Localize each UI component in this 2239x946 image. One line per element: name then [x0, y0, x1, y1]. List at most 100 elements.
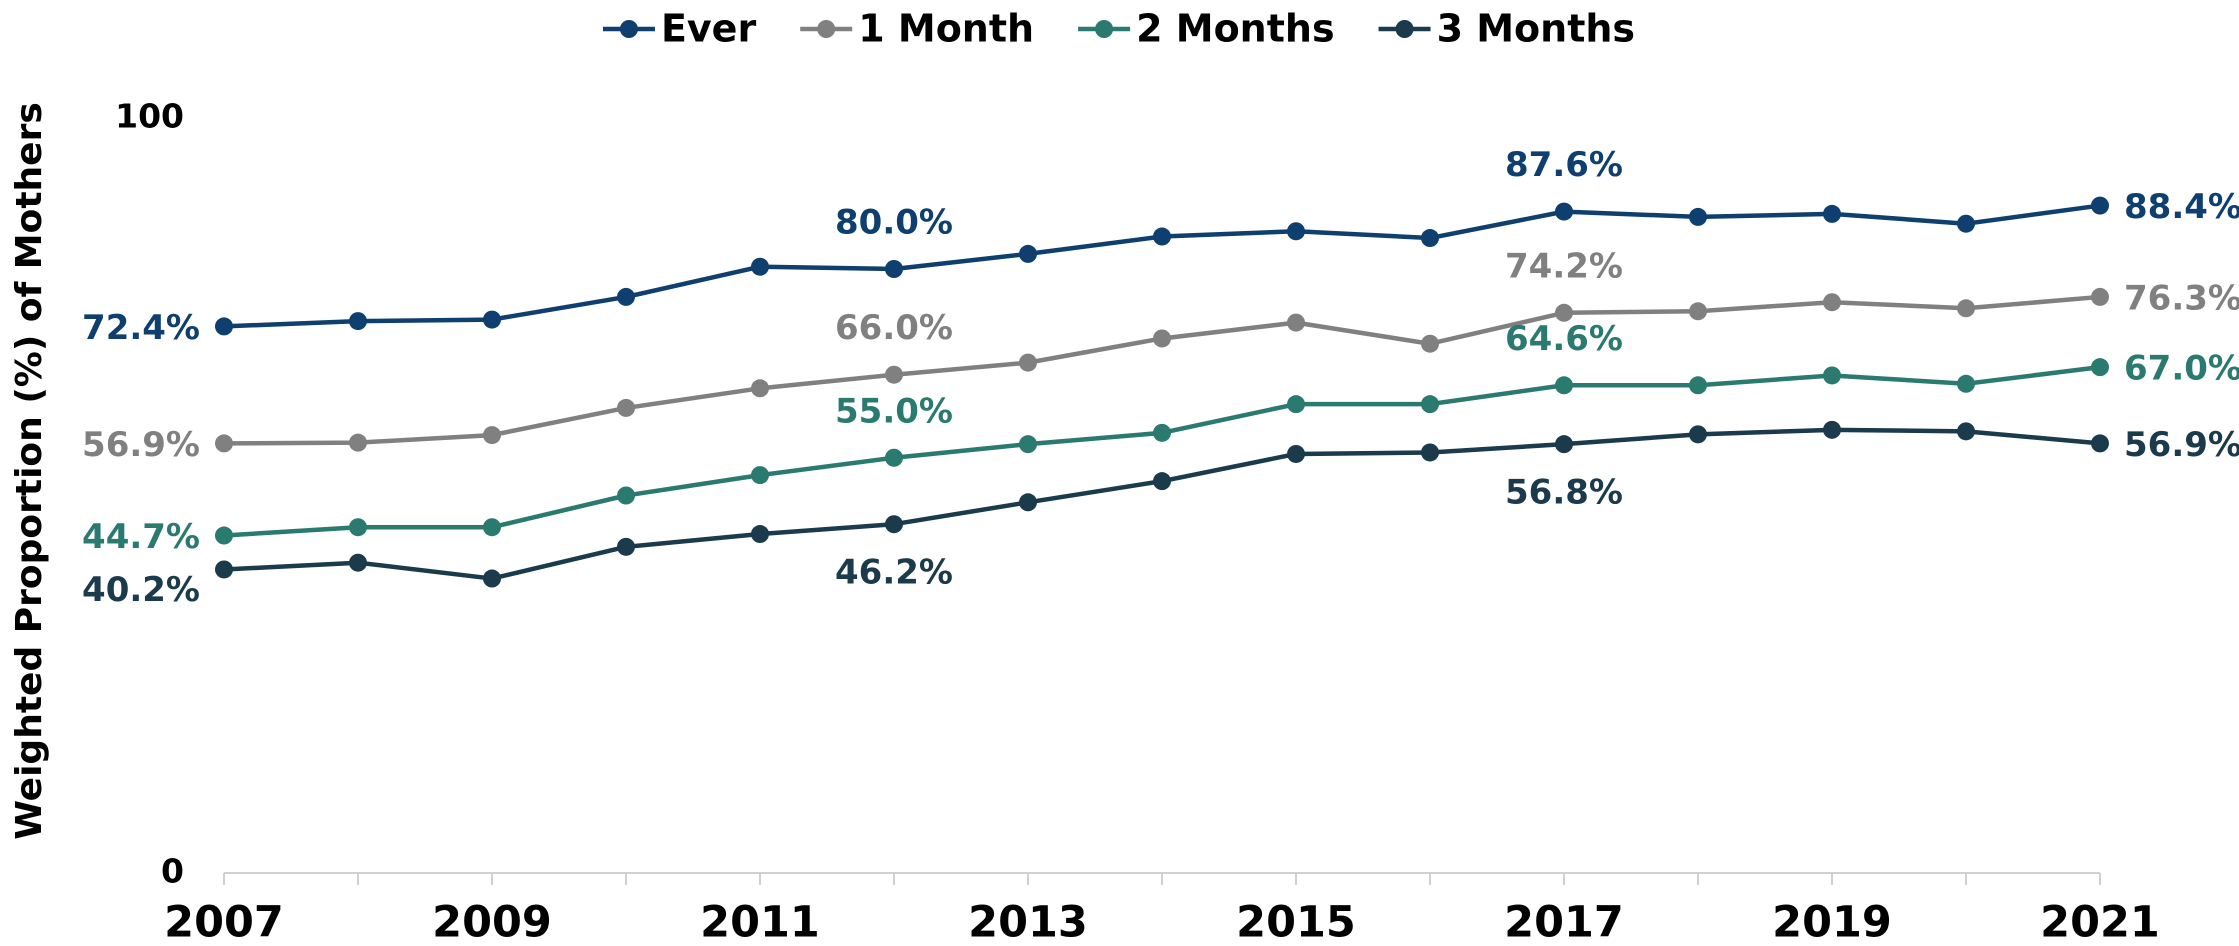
data-point [1287, 395, 1305, 414]
data-label: 67.0% [2124, 349, 2239, 389]
series-line [223, 427, 2101, 581]
data-point [751, 257, 769, 276]
data-point [1153, 227, 1171, 246]
data-point [215, 317, 233, 336]
data-label: 56.9% [2124, 425, 2239, 465]
y-tick-label: 0 [161, 852, 184, 891]
legend-label: Ever [661, 7, 757, 51]
data-point [1689, 425, 1707, 444]
x-tick-label: 2015 [1236, 898, 1356, 946]
data-label: 46.2% [835, 553, 953, 593]
data-point [1019, 435, 1037, 454]
data-point [2091, 287, 2109, 306]
x-tick-label: 2011 [700, 898, 820, 946]
legend-marker [1095, 20, 1114, 38]
legend: Ever 1 Month 2 Months 3 Months [602, 7, 1635, 51]
data-point [751, 379, 769, 398]
data-point [617, 398, 635, 417]
data-point [1555, 435, 1573, 454]
data-label: 88.4% [2124, 187, 2239, 227]
data-point [2091, 434, 2109, 453]
data-point [885, 365, 903, 384]
x-tick-label: 2019 [1772, 898, 1892, 946]
data-point [1421, 229, 1439, 248]
data-label: 56.9% [82, 425, 200, 465]
data-point [617, 537, 635, 556]
data-point [885, 260, 903, 278]
data-point [483, 569, 501, 588]
data-point [1019, 353, 1037, 372]
legend-marker [1395, 20, 1414, 38]
data-point [349, 433, 367, 452]
data-point [1555, 376, 1573, 395]
legend-label: 2 Months [1136, 7, 1334, 51]
data-point [1287, 313, 1305, 332]
data-point [1287, 222, 1305, 241]
data-point [1957, 374, 1975, 393]
data-point [349, 553, 367, 572]
legend-marker [619, 20, 638, 38]
data-point [1153, 329, 1171, 348]
data-point [1957, 299, 1975, 318]
data-point [483, 426, 501, 445]
data-label: 66.0% [835, 308, 953, 348]
data-point [1957, 422, 1975, 441]
data-label: 87.6% [1505, 145, 1623, 185]
data-label: 44.7% [82, 517, 200, 557]
x-tick-label: 2021 [2040, 898, 2160, 946]
data-point [1823, 293, 1841, 312]
data-point [1555, 303, 1573, 322]
data-point [1421, 334, 1439, 353]
x-tick-label: 2013 [968, 898, 1088, 946]
data-label: 55.0% [835, 391, 953, 431]
data-label: 76.3% [2124, 278, 2239, 318]
data-point [1689, 302, 1707, 321]
data-point [617, 287, 635, 306]
data-point [483, 310, 501, 329]
data-point [1823, 420, 1841, 439]
data-point [1287, 444, 1305, 463]
data-point [1019, 493, 1037, 512]
data-point [2091, 196, 2109, 215]
data-point [1153, 472, 1171, 491]
data-point [1421, 443, 1439, 462]
data-point [1689, 376, 1707, 395]
x-tick-label: 2007 [164, 898, 284, 946]
y-axis-title: Weighted Proportion (%) of Mothers [9, 102, 50, 840]
data-label: 56.8% [1505, 473, 1623, 513]
data-label: 72.4% [82, 308, 200, 348]
data-label: 80.0% [835, 203, 953, 243]
legend-label: 3 Months [1437, 7, 1635, 51]
data-point [483, 518, 501, 537]
data-label: 74.2% [1505, 246, 1623, 286]
data-point [1421, 395, 1439, 414]
series-line [223, 203, 2101, 329]
data-point [215, 560, 233, 579]
x-tick-label: 2017 [1504, 898, 1624, 946]
data-point [215, 526, 233, 545]
series-line [223, 364, 2101, 538]
data-point [1153, 423, 1171, 442]
data-point [885, 448, 903, 467]
data-point [1019, 244, 1037, 263]
data-label: 40.2% [82, 570, 200, 610]
x-tick-label: 2009 [432, 898, 552, 946]
data-point [1689, 207, 1707, 226]
data-label: 64.6% [1505, 319, 1623, 359]
data-point [215, 434, 233, 453]
legend-label: 1 Month [858, 7, 1034, 51]
data-point [751, 466, 769, 485]
data-point [617, 486, 635, 505]
data-point [1823, 204, 1841, 223]
data-point [1823, 366, 1841, 385]
data-point [751, 525, 769, 544]
legend-marker [817, 20, 836, 38]
data-point [1957, 214, 1975, 233]
data-point [885, 515, 903, 534]
data-point [2091, 358, 2109, 377]
data-point [1555, 202, 1573, 221]
data-point [349, 518, 367, 537]
data-point [349, 312, 367, 331]
y-tick-label: 100 [115, 97, 184, 136]
